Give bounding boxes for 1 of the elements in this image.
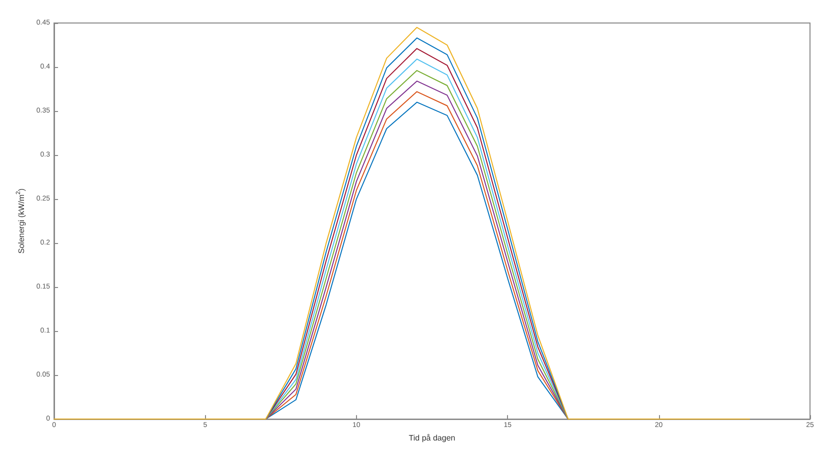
x-axis-title: Tid på dagen xyxy=(408,434,456,442)
